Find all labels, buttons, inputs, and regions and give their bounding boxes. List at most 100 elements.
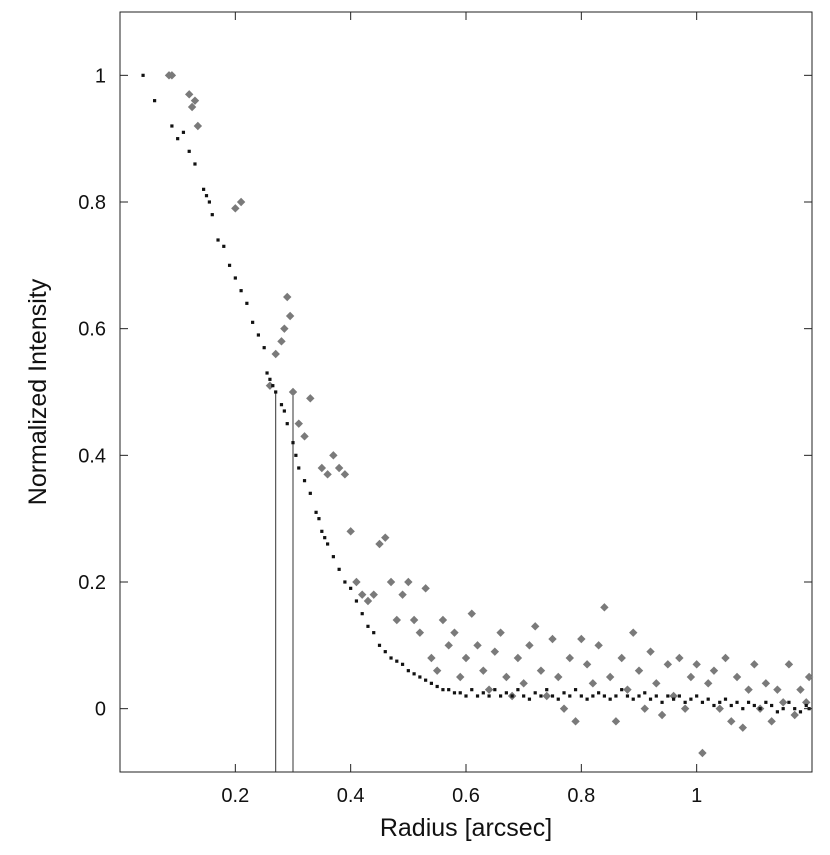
data-point-square <box>271 384 275 388</box>
x-tick-label: 0.4 <box>337 785 365 807</box>
data-point-square <box>556 697 560 701</box>
data-point-square <box>349 586 353 590</box>
data-point-diamond <box>750 660 759 669</box>
data-point-square <box>481 691 485 695</box>
data-point-diamond <box>352 577 361 587</box>
data-point-diamond <box>565 653 574 663</box>
data-point-square <box>262 346 266 350</box>
data-point-square <box>798 710 803 714</box>
data-point-diamond <box>600 603 609 612</box>
data-point-diamond <box>190 96 200 105</box>
data-point-diamond <box>300 432 309 441</box>
data-point-diamond <box>623 685 632 694</box>
data-point-diamond <box>686 672 696 682</box>
data-point-square <box>202 187 206 191</box>
data-point-square <box>435 684 439 689</box>
data-point-diamond <box>709 666 719 675</box>
y-tick-label: 0.4 <box>78 445 106 467</box>
data-point-diamond <box>744 685 753 694</box>
data-point-diamond <box>369 590 378 599</box>
data-point-square <box>764 700 768 704</box>
data-point-diamond <box>415 628 425 637</box>
data-point-square <box>239 289 243 293</box>
data-point-diamond <box>432 666 442 675</box>
data-point-diamond <box>461 653 471 663</box>
data-point-square <box>487 694 491 698</box>
data-point-square <box>245 301 249 305</box>
data-point-square <box>317 517 321 521</box>
data-point-square <box>545 688 549 692</box>
data-point-diamond <box>804 672 814 682</box>
data-point-diamond <box>427 653 436 663</box>
data-point-square <box>516 688 520 692</box>
data-point-square <box>294 453 298 457</box>
data-point-square <box>360 612 364 616</box>
plot-frame <box>119 11 813 773</box>
data-point-diamond <box>594 641 603 650</box>
data-point-square <box>504 691 508 695</box>
data-point-diamond <box>519 679 528 688</box>
data-point-diamond <box>490 647 500 656</box>
data-point-square <box>499 694 503 698</box>
data-point-square <box>265 371 269 375</box>
data-point-diamond <box>404 577 413 587</box>
data-point-diamond <box>657 710 667 720</box>
data-point-diamond <box>548 634 557 644</box>
data-point-square <box>458 691 462 695</box>
y-axis-title: Normalized Intensity <box>24 278 52 505</box>
data-point-diamond <box>767 717 776 726</box>
data-point-diamond <box>675 653 684 663</box>
data-point-square <box>666 694 670 698</box>
data-point-square <box>464 694 468 698</box>
data-point-square <box>314 510 318 514</box>
data-point-square <box>331 555 335 559</box>
data-point-diamond <box>444 641 453 650</box>
data-point-square <box>660 700 664 704</box>
data-point-square <box>323 536 327 540</box>
data-point-diamond <box>796 685 805 694</box>
data-point-diamond <box>231 204 240 213</box>
data-point-diamond <box>732 672 742 682</box>
data-point-square <box>406 669 410 673</box>
data-point-square <box>337 567 341 571</box>
data-point-square <box>539 694 543 698</box>
data-point-square <box>343 580 347 584</box>
data-point-square <box>672 697 676 701</box>
data-point-diamond <box>340 470 350 479</box>
data-point-diamond <box>634 666 644 675</box>
data-point-square <box>712 703 716 708</box>
data-point-diamond <box>288 387 298 397</box>
data-point-square <box>400 662 405 666</box>
data-point-square <box>706 697 710 701</box>
y-tick-label: 0.2 <box>78 572 106 594</box>
data-point-square <box>585 697 589 701</box>
data-point-diamond <box>398 590 407 599</box>
data-point-diamond <box>185 90 194 99</box>
data-point-diamond <box>611 717 621 726</box>
data-point-square <box>308 491 312 495</box>
data-point-square <box>302 479 307 483</box>
x-axis-title: Radius [arcsec] <box>380 814 552 842</box>
data-point-square <box>700 700 705 704</box>
data-point-square <box>527 697 532 701</box>
data-point-diamond <box>669 691 678 701</box>
data-point-diamond <box>617 653 626 663</box>
data-point-diamond <box>317 463 327 473</box>
data-point-square <box>383 650 387 654</box>
data-point-square <box>470 688 474 692</box>
data-point-square <box>781 707 785 711</box>
data-point-square <box>758 707 762 711</box>
data-point-diamond <box>277 337 286 346</box>
data-point-square <box>424 678 428 682</box>
data-point-diamond <box>409 615 419 625</box>
data-point-square <box>170 124 174 128</box>
data-point-square <box>752 703 756 708</box>
data-point-diamond <box>334 463 344 473</box>
data-point-diamond <box>778 698 788 707</box>
data-point-diamond <box>329 451 338 460</box>
data-point-square <box>216 238 220 242</box>
data-point-square <box>141 73 145 77</box>
data-point-square <box>695 694 699 698</box>
data-point-square <box>291 441 295 445</box>
